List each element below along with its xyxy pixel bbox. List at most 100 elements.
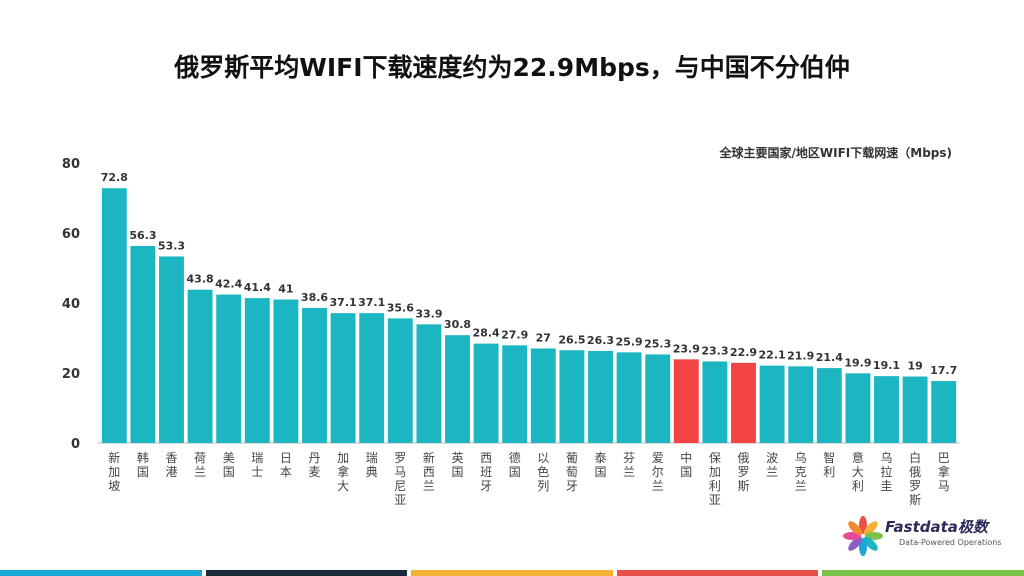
x-tick-label: 韩国 <box>137 450 149 479</box>
x-tick-label: 芬兰 <box>623 451 635 479</box>
x-tick-label: 美国 <box>223 451 235 479</box>
data-label: 27.9 <box>501 328 528 341</box>
x-tick-label: 葡萄牙 <box>566 451 578 493</box>
y-tick-label: 0 <box>71 437 80 452</box>
x-tick-label: 西班牙 <box>480 451 492 493</box>
x-tick-label: 乌拉圭 <box>880 450 892 493</box>
data-label: 37.1 <box>358 296 385 309</box>
x-tick-label: 泰国 <box>594 451 606 479</box>
bar <box>302 307 327 443</box>
data-label: 43.8 <box>187 273 214 286</box>
bar <box>187 289 213 443</box>
pinwheel-icon <box>843 516 883 556</box>
x-tick-label: 俄罗斯 <box>737 451 749 493</box>
data-label: 25.9 <box>616 335 643 348</box>
x-tick-label: 德国 <box>509 450 521 479</box>
data-label: 21.4 <box>816 351 843 364</box>
x-tick-label: 意大利 <box>852 450 864 493</box>
footer-segment <box>205 570 408 576</box>
bar <box>530 348 556 443</box>
x-tick-label: 保加利亚 <box>709 451 721 507</box>
x-tick-label: 智利 <box>823 450 835 479</box>
data-label: 17.7 <box>930 364 957 377</box>
x-tick-label: 瑞士 <box>251 451 263 479</box>
footer-segment <box>616 570 819 576</box>
x-tick-label: 日本 <box>280 451 292 479</box>
x-tick-label: 瑞典 <box>366 451 378 479</box>
data-label: 42.4 <box>215 278 242 291</box>
y-tick-label: 20 <box>62 367 80 382</box>
bar <box>731 362 756 443</box>
footer-segment <box>411 570 613 576</box>
x-tick-label: 英国 <box>451 451 463 479</box>
data-label: 19.1 <box>873 359 900 372</box>
data-label: 27 <box>536 332 551 345</box>
bar <box>130 245 156 443</box>
data-label: 33.9 <box>415 307 442 320</box>
data-label: 41.4 <box>244 281 271 294</box>
y-tick-label: 60 <box>62 227 80 242</box>
data-label: 22.1 <box>759 349 786 362</box>
data-label: 22.9 <box>730 346 757 359</box>
x-tick-label: 爱尔兰 <box>652 451 664 493</box>
y-tick-label: 40 <box>62 297 80 312</box>
bar <box>616 352 642 443</box>
data-label: 19 <box>907 360 922 373</box>
data-label: 53.3 <box>158 239 185 252</box>
chart-title: 俄罗斯平均WIFI下载速度约为22.9Mbps，与中国不分伯仲 <box>174 53 850 82</box>
x-tick-label: 新加坡 <box>108 450 120 493</box>
bar <box>702 361 728 443</box>
bar <box>845 373 871 443</box>
x-tick-label: 白俄罗斯 <box>909 450 921 507</box>
data-label: 23.3 <box>701 344 728 357</box>
data-label: 23.9 <box>673 342 700 355</box>
bar <box>445 335 470 443</box>
x-tick-label: 新西兰 <box>423 450 435 493</box>
footer-segment <box>822 570 1024 576</box>
bar <box>645 354 671 443</box>
data-label: 72.8 <box>101 171 128 184</box>
data-label: 19.9 <box>844 356 871 369</box>
footer-segment <box>0 570 202 576</box>
data-label: 25.3 <box>644 337 671 350</box>
data-label: 35.6 <box>387 301 414 314</box>
bar <box>473 343 499 443</box>
logo-tagline: Data-Powered Operations <box>899 538 1002 547</box>
x-tick-label: 波兰 <box>766 451 778 479</box>
data-label: 21.9 <box>787 349 814 362</box>
bar <box>244 298 270 443</box>
y-tick-label: 80 <box>62 157 80 172</box>
bar <box>387 318 413 443</box>
x-tick-label: 罗马尼亚 <box>394 451 406 507</box>
bar <box>902 376 928 443</box>
bar <box>330 313 356 443</box>
x-tick-label: 加拿大 <box>337 451 349 493</box>
x-tick-label: 以色列 <box>537 451 549 493</box>
bar <box>673 359 699 443</box>
x-tick-label: 乌克兰 <box>795 450 807 493</box>
logo-name: Fastdata极数 <box>885 518 988 536</box>
x-tick-label: 丹麦 <box>308 451 320 479</box>
bar <box>216 294 242 443</box>
bar <box>101 188 127 443</box>
bar <box>816 368 842 443</box>
bar <box>931 381 957 443</box>
bar <box>273 299 299 443</box>
x-tick-label: 香港 <box>165 451 177 479</box>
data-label: 56.3 <box>129 229 156 242</box>
x-tick-label: 荷兰 <box>194 451 206 479</box>
brand-logo: Fastdata极数 Data-Powered Operations <box>843 512 1013 564</box>
x-tick-label: 巴拿马 <box>938 451 950 493</box>
data-label: 30.8 <box>444 318 471 331</box>
bar <box>559 350 585 443</box>
bar <box>159 256 184 443</box>
data-label: 41 <box>278 283 293 296</box>
bar <box>874 376 899 443</box>
footer-color-strip <box>0 570 1024 576</box>
data-label: 28.4 <box>473 327 500 340</box>
bar <box>788 366 814 443</box>
data-label: 26.5 <box>558 333 585 346</box>
bar <box>502 345 528 443</box>
bar <box>588 350 613 443</box>
